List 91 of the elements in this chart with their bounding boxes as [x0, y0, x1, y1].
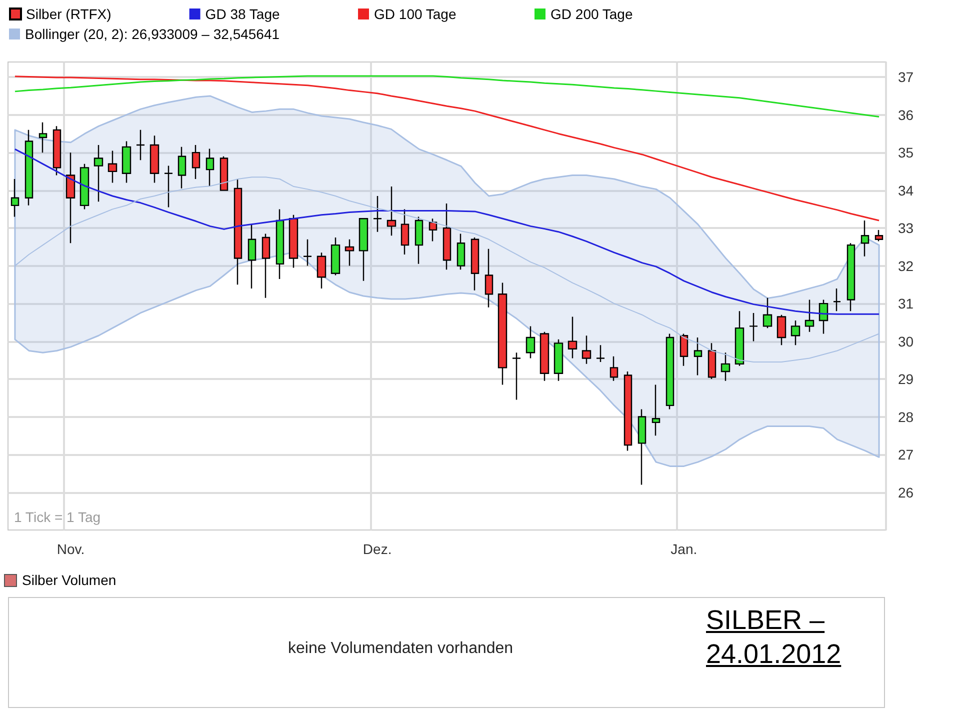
text: keine Volumendaten vorhanden	[288, 640, 514, 658]
candlestick	[708, 342, 716, 380]
line-series	[14, 76, 880, 222]
candlestick	[10, 178, 20, 218]
x-tick-label: Jan.	[670, 541, 698, 557]
candlestick	[316, 252, 326, 290]
y-tick-label: 27	[898, 446, 914, 463]
candlestick	[38, 122, 48, 154]
candlestick	[344, 238, 354, 266]
candlestick	[52, 126, 62, 176]
candlestick	[220, 156, 228, 191]
legend-label: Bollinger (20, 2): 26,933009 – 32,545641	[25, 26, 280, 42]
candlestick	[428, 218, 438, 242]
y-tick-label: 35	[898, 144, 914, 161]
candlestick	[456, 233, 466, 270]
candlestick	[762, 297, 772, 329]
candlestick	[624, 370, 632, 452]
legend-label: GD 100 Tage	[374, 6, 456, 22]
line-series	[14, 176, 880, 363]
candlestick	[262, 233, 270, 298]
candlestick	[804, 299, 814, 332]
candlestick	[414, 216, 424, 265]
candlestick	[206, 148, 214, 188]
text: SILBER – 24.01.2012	[706, 604, 842, 671]
candlestick	[748, 312, 758, 342]
y-tick-label: 31	[898, 296, 914, 312]
y-tick-label: 30	[898, 333, 914, 350]
candlestick	[470, 236, 480, 291]
candlestick	[122, 140, 132, 184]
annotation: 1 Tick = 1 Tag	[14, 509, 101, 525]
candlestick	[192, 144, 200, 180]
candlestick	[358, 218, 368, 282]
candlestick	[136, 129, 146, 161]
candlestick	[860, 220, 870, 257]
candlestick	[484, 248, 494, 308]
candlestick	[150, 134, 160, 184]
y-tick-label: 34	[898, 182, 914, 198]
candlestick	[610, 356, 618, 382]
y-tick-label: 28	[898, 408, 914, 425]
candlestick	[386, 186, 396, 236]
candlestick	[790, 320, 800, 346]
candlestick	[666, 333, 674, 410]
candlestick	[638, 408, 646, 486]
line-series	[14, 148, 880, 315]
candlestick	[164, 165, 174, 208]
line-series	[14, 75, 880, 118]
candlestick	[276, 208, 284, 280]
y-tick-label: 37	[898, 69, 914, 86]
candlestick	[652, 384, 660, 436]
candlestick	[66, 152, 76, 244]
y-tick-label: 29	[898, 371, 914, 388]
candlestick	[498, 282, 508, 386]
candlestick	[248, 224, 256, 290]
candlestick	[24, 129, 34, 206]
candlestick	[234, 178, 242, 286]
candlestick	[540, 331, 550, 382]
candlestick	[694, 336, 702, 376]
legend-label: GD 200 Tage	[550, 6, 633, 22]
y-tick-label: 32	[898, 258, 914, 274]
y-tick-label: 36	[898, 106, 914, 123]
candlestick	[178, 146, 186, 190]
candlestick	[442, 202, 452, 270]
candlestick	[874, 229, 884, 242]
candlestick	[776, 314, 786, 346]
candlestick	[526, 326, 536, 359]
y-tick-label: 33	[898, 220, 914, 236]
candlestick	[568, 316, 578, 359]
y-tick-label: 26	[898, 484, 914, 500]
x-tick-label: Dez.	[362, 541, 392, 557]
candlestick	[582, 335, 592, 365]
candlestick	[108, 150, 118, 184]
x-tick-label: Nov.	[56, 541, 85, 557]
candlestick	[554, 338, 564, 382]
candlestick	[94, 144, 104, 202]
candlestick	[330, 236, 340, 276]
candlestick	[302, 238, 312, 266]
candlestick	[512, 352, 522, 400]
candlestick	[734, 310, 744, 366]
legend-label: GD 38 Tage	[205, 6, 280, 22]
candlestick	[846, 242, 856, 312]
candlestick	[288, 214, 298, 268]
candlestick	[372, 195, 382, 232]
candlestick	[832, 288, 842, 312]
text: Silber Volumen	[22, 572, 116, 588]
candlestick	[80, 163, 90, 210]
candlestick	[596, 344, 606, 363]
candlestick	[818, 299, 828, 334]
legend-label: Silber (RTFX)	[26, 6, 112, 22]
candlestick	[680, 333, 688, 366]
candlestick	[400, 208, 410, 256]
candlestick	[720, 352, 730, 382]
